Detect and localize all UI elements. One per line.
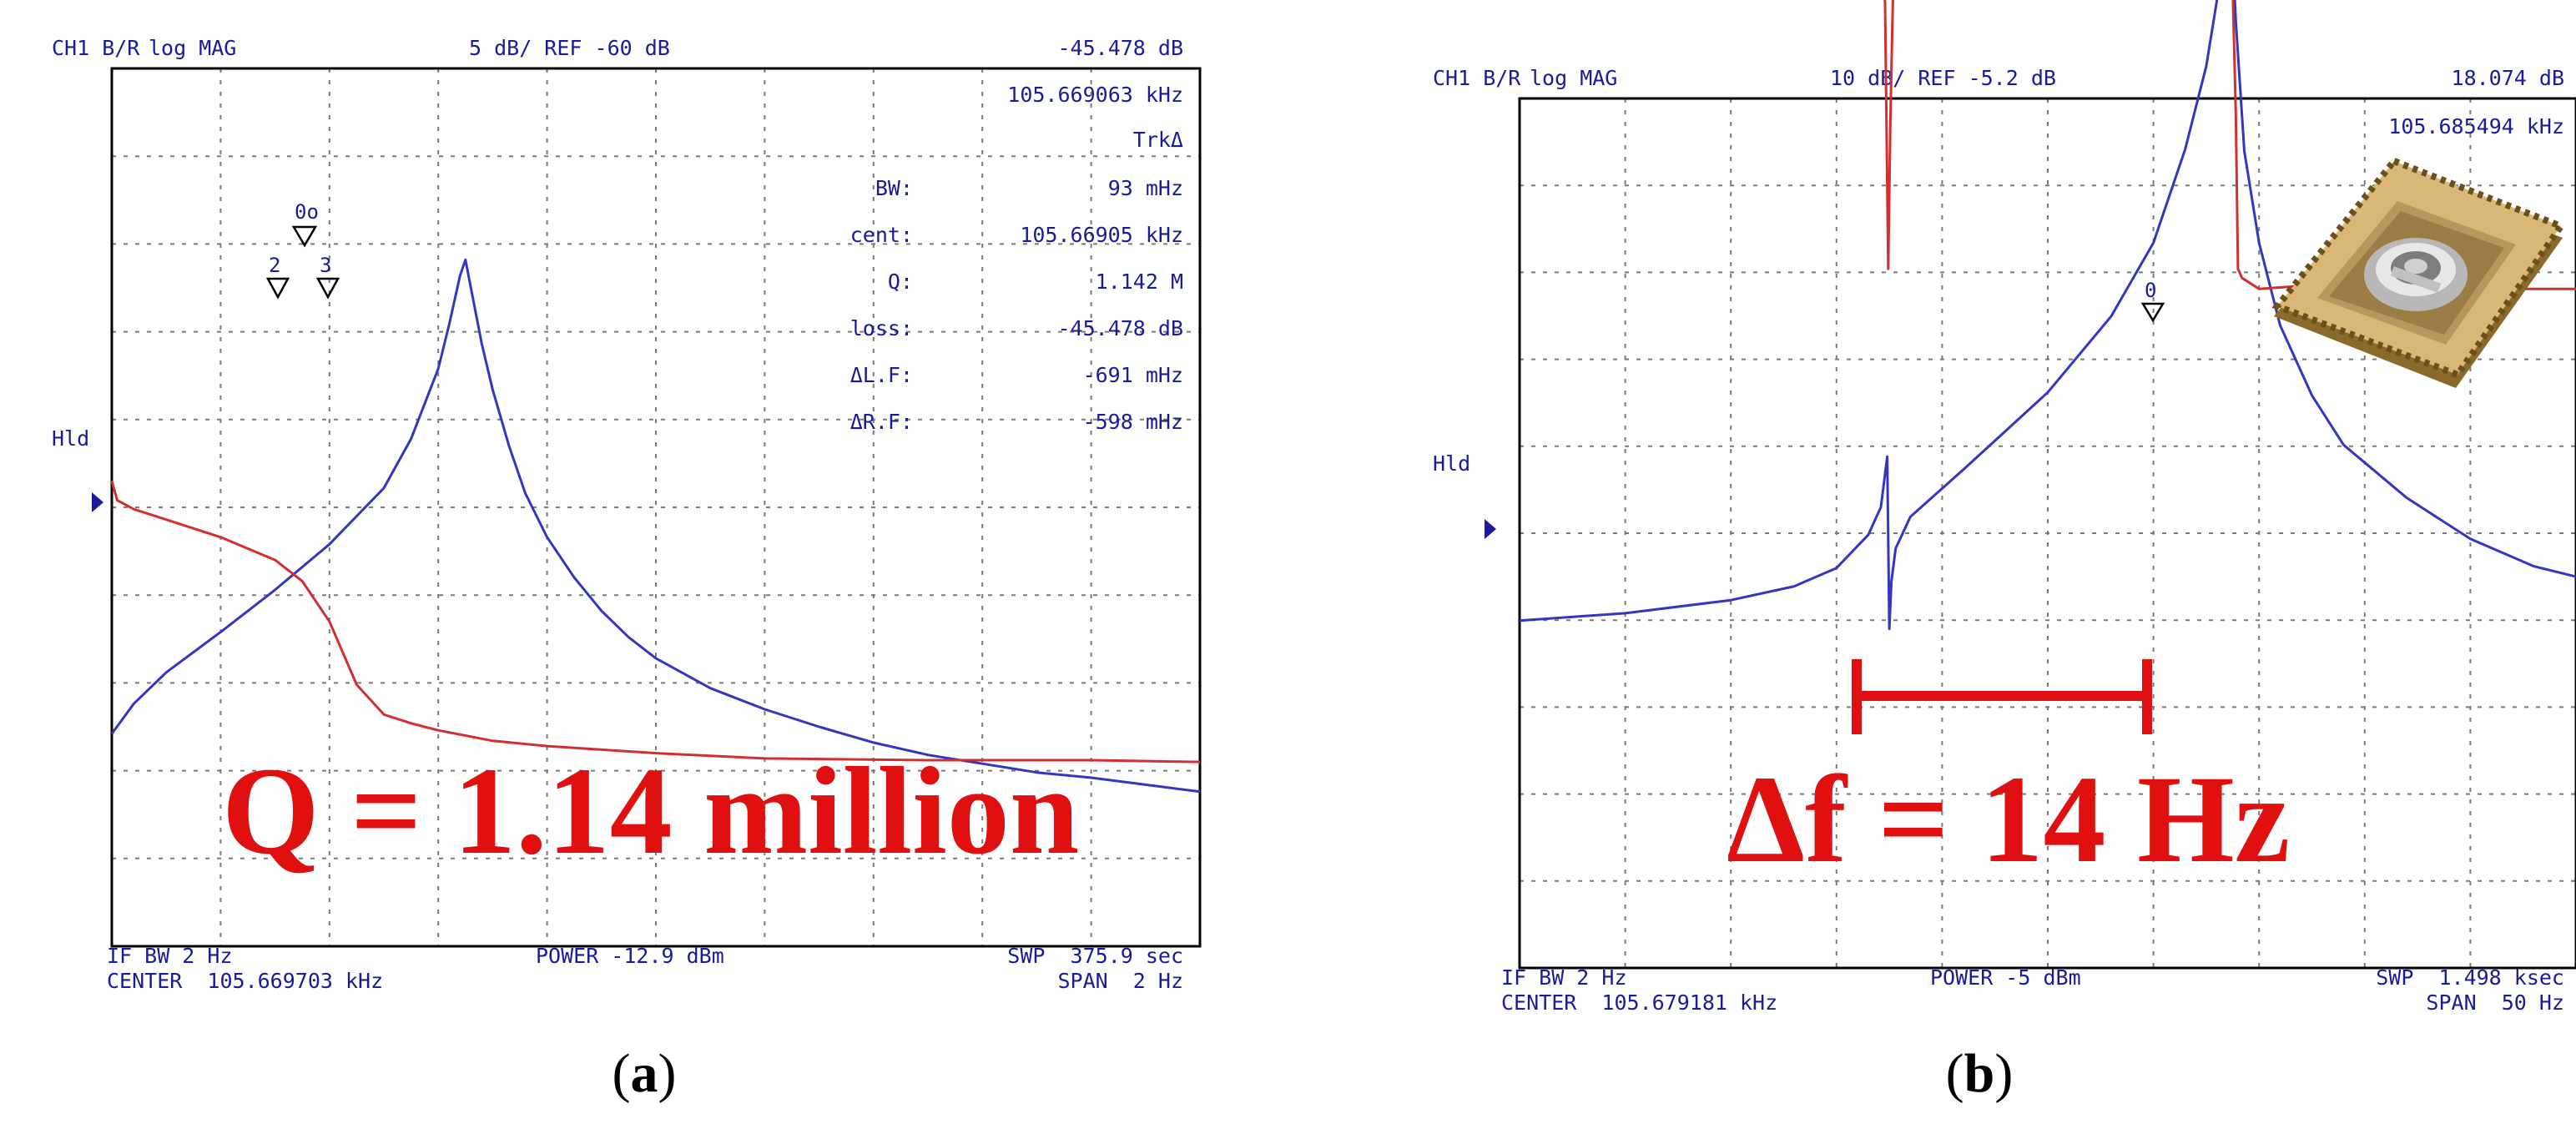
stat-value-bw: 93 mHz: [1108, 176, 1183, 200]
footer-span: SPAN 50 Hz: [2426, 990, 2564, 1015]
footer-ifbw: IF BW 2 Hz: [107, 944, 233, 968]
header-marker-value: 18.074 dB: [2452, 66, 2564, 90]
stat-value-drf: -598 mHz: [1083, 410, 1183, 434]
marker-3-label: 3: [320, 254, 331, 277]
footer-power: POWER -12.9 dBm: [536, 944, 724, 968]
marker-2-label: 2: [269, 254, 280, 277]
header-channel: CH1 B/R: [52, 36, 140, 60]
side-label: Hld: [1433, 451, 1470, 476]
footer-ifbw: IF BW 2 Hz: [1501, 965, 1627, 990]
stat-key-bw: BW:: [875, 176, 913, 200]
stat-value-dlf: -691 mHz: [1083, 363, 1183, 387]
delta-f-bar: [1852, 659, 2152, 734]
caption-letter: b: [1964, 1043, 1995, 1104]
header-marker-freq: 105.685494 kHz: [2388, 114, 2564, 139]
trace-red: [1883, 0, 2576, 290]
trace-blue: [110, 258, 1201, 794]
header-format: log MAG: [149, 36, 236, 60]
header-format: log MAG: [1530, 66, 1617, 90]
footer-span: SPAN 2 Hz: [1057, 969, 1183, 993]
stat-key-drf: ΔR.F:: [850, 410, 913, 434]
delta-f-annotation: Δf = 14 Hz: [1727, 750, 2290, 889]
stats-title: TrkΔ: [1133, 128, 1183, 152]
stat-key-dlf: ΔL.F:: [850, 363, 913, 387]
plot-frame: [110, 67, 1202, 948]
analyzer-display-b: CH1 B/R log MAG 10 dB/ REF -5.2 dB 18.07…: [1433, 0, 2576, 1104]
trace-blue: [1519, 0, 2576, 631]
header-marker-freq: 105.669063 kHz: [1007, 83, 1183, 107]
header-scale: 5 dB/ REF -60 dB: [469, 36, 670, 60]
stat-key-loss: loss:: [850, 316, 913, 340]
stat-value-cent: 105.66905 kHz: [1020, 223, 1183, 247]
grid-b: [1518, 97, 2576, 970]
caption-a: (a): [612, 1043, 677, 1104]
panel-a: CH1 B/R log MAG 5 dB/ REF -60 dB -45.478…: [52, 36, 1202, 1104]
grid-a: [110, 67, 1202, 948]
footer-center: CENTER 105.679181 kHz: [1501, 990, 1777, 1015]
footer-center: CENTER 105.669703 kHz: [107, 969, 383, 993]
footer-power: POWER -5 dBm: [1930, 965, 2081, 990]
reference-level-arrow: [92, 492, 103, 512]
q-annotation: Q = 1.14 million: [222, 742, 1079, 880]
marker-0-triangle: [2140, 302, 2165, 323]
side-label: Hld: [52, 426, 89, 451]
header-marker-value: -45.478 dB: [1057, 36, 1183, 60]
marker-0-label: 0: [2145, 279, 2156, 302]
stat-value-loss: -45.478 dB: [1057, 316, 1183, 340]
footer-swp: SWP 1.498 ksec: [2376, 965, 2564, 990]
marker-stats: BW: 93 mHz cent: 105.66905 kHz Q: 1.142 …: [850, 176, 1183, 434]
traces-b: [1519, 0, 2576, 631]
reference-level-arrow: [1485, 519, 1496, 539]
analyzer-display-a: CH1 B/R log MAG 5 dB/ REF -60 dB -45.478…: [52, 36, 1202, 1104]
stat-value-q: 1.142 M: [1096, 270, 1183, 294]
resonator-package-image: [2271, 157, 2567, 388]
stat-key-q: Q:: [888, 270, 913, 294]
trace-red: [110, 480, 1201, 764]
panel-b: CH1 B/R log MAG 10 dB/ REF -5.2 dB 18.07…: [1288, 0, 2576, 1129]
caption-letter: a: [631, 1043, 658, 1104]
marker-0-triangle: [291, 225, 318, 248]
plot-frame: [1518, 97, 2576, 970]
footer-swp: SWP 375.9 sec: [1007, 944, 1183, 968]
caption-b: (b): [1946, 1043, 2014, 1104]
header-scale: 10 dB/ REF -5.2 dB: [1830, 66, 2056, 90]
marker-0-label: 0o: [295, 200, 319, 224]
stat-key-cent: cent:: [850, 223, 913, 247]
marker-3-triangle: [315, 277, 340, 300]
marker-2-triangle: [265, 277, 290, 300]
header-channel: CH1 B/R: [1433, 66, 1521, 90]
traces-a: [110, 258, 1201, 794]
